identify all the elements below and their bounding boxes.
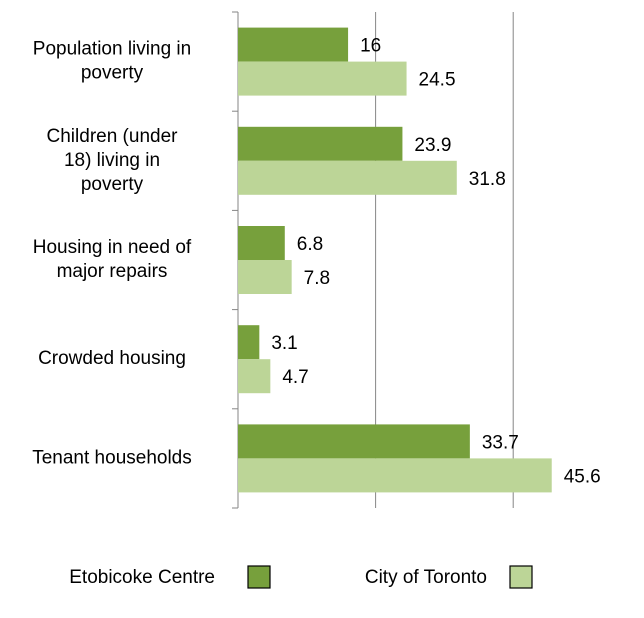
y-tick-label: Crowded housing [38, 348, 186, 369]
bar [238, 27, 349, 62]
value-label: 24.5 [419, 70, 456, 91]
bar [238, 126, 403, 161]
value-label: 33.7 [482, 432, 519, 453]
value-label: 6.8 [297, 234, 323, 255]
bar [238, 424, 470, 459]
bar [238, 61, 407, 96]
bar [238, 359, 271, 394]
y-tick-label: poverty [81, 63, 144, 84]
value-label: 31.8 [469, 169, 506, 190]
y-tick-label: 18) living in [64, 150, 160, 171]
legend-label: City of Toronto [365, 567, 487, 588]
value-label: 4.7 [282, 367, 308, 388]
bar [238, 458, 552, 493]
bar [238, 325, 260, 360]
y-tick-label: Housing in need of [33, 237, 192, 258]
value-label: 23.9 [414, 135, 451, 156]
y-tick-label: Children (under [47, 126, 179, 147]
legend-swatch [509, 565, 533, 589]
bar [238, 160, 457, 195]
value-label: 16 [360, 36, 381, 57]
y-tick-label: Tenant households [32, 447, 192, 468]
value-label: 3.1 [271, 333, 297, 354]
y-tick-label: major repairs [57, 261, 168, 282]
y-tick-label: poverty [81, 174, 144, 195]
bar [238, 260, 292, 294]
legend-label: Etobicoke Centre [69, 567, 215, 588]
y-tick-label: Population living in [33, 39, 191, 60]
value-label: 7.8 [304, 268, 330, 289]
legend-swatch [247, 565, 271, 589]
bar [238, 226, 285, 260]
value-label: 45.6 [564, 466, 601, 487]
